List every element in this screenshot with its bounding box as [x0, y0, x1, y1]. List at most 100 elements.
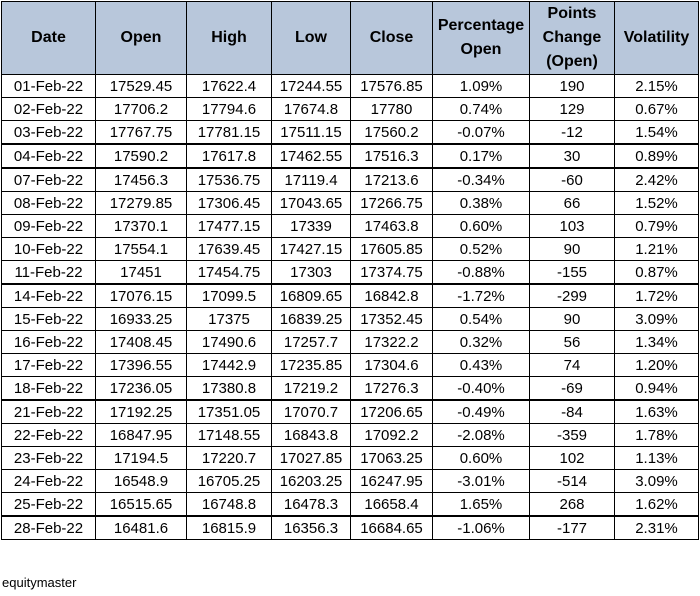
source-credit: equitymaster	[2, 575, 77, 590]
cell-close: 17266.75	[350, 191, 433, 215]
cell-date: 07-Feb-22	[1, 167, 96, 192]
cell-open: 16481.6	[95, 515, 187, 540]
table-row: 09-Feb-22 17370.1 17477.15 17339 17463.8 0.60…	[1, 214, 699, 238]
cell-points-change: -177	[529, 515, 615, 540]
cell-open: 17590.2	[95, 143, 187, 169]
cell-date: 16-Feb-22	[1, 330, 96, 354]
cell-points-change: -12	[529, 120, 615, 145]
cell-low: 17674.8	[271, 97, 351, 121]
cell-points-change: -514	[529, 469, 615, 493]
table-row: 28-Feb-22 16481.6 16815.9 16356.3 16684.65 -1…	[1, 515, 699, 540]
header-percentage-open: Percentage Open	[432, 1, 530, 75]
cell-high: 17477.15	[186, 214, 272, 238]
cell-high: 16705.25	[186, 469, 272, 493]
cell-points-change: 66	[529, 191, 615, 215]
header-date: Date	[1, 1, 96, 75]
table-row: 24-Feb-22 16548.9 16705.25 16203.25 16247.95…	[1, 469, 699, 493]
cell-high: 16748.8	[186, 492, 272, 517]
cell-high: 17639.45	[186, 237, 272, 261]
cell-close: 16247.95	[350, 469, 433, 493]
cell-volatility: 3.09%	[614, 307, 699, 331]
cell-date: 04-Feb-22	[1, 143, 96, 169]
header-low: Low	[271, 1, 351, 75]
cell-low: 17070.7	[271, 399, 351, 424]
cell-points-change: -69	[529, 376, 615, 401]
cell-points-change: 129	[529, 97, 615, 121]
cell-percentage-open: 0.60%	[432, 214, 530, 238]
table-row: 21-Feb-22 17192.25 17351.05 17070.7 17206.65…	[1, 399, 699, 424]
cell-date: 24-Feb-22	[1, 469, 96, 493]
cell-points-change: 56	[529, 330, 615, 354]
cell-open: 17194.5	[95, 446, 187, 470]
cell-points-change: 90	[529, 237, 615, 261]
cell-high: 17622.4	[186, 74, 272, 98]
cell-close: 17352.45	[350, 307, 433, 331]
header-volatility: Volatility	[614, 1, 699, 75]
table-row: 15-Feb-22 16933.25 17375 16839.25 17352.45 0.…	[1, 307, 699, 331]
header-high: High	[186, 1, 272, 75]
cell-close: 17213.6	[350, 167, 433, 192]
cell-open: 17236.05	[95, 376, 187, 401]
cell-date: 17-Feb-22	[1, 353, 96, 377]
cell-low: 17511.15	[271, 120, 351, 145]
cell-low: 16843.8	[271, 423, 351, 447]
cell-close: 17063.25	[350, 446, 433, 470]
cell-percentage-open: -0.88%	[432, 260, 530, 285]
cell-points-change: 190	[529, 74, 615, 98]
cell-low: 16839.25	[271, 307, 351, 331]
table-row: 04-Feb-22 17590.2 17617.8 17462.55 17516.3 0.…	[1, 143, 699, 169]
cell-open: 17767.75	[95, 120, 187, 145]
cell-high: 17306.45	[186, 191, 272, 215]
cell-open: 17554.1	[95, 237, 187, 261]
cell-low: 17462.55	[271, 143, 351, 169]
cell-points-change: -155	[529, 260, 615, 285]
cell-low: 17339	[271, 214, 351, 238]
cell-points-change: 103	[529, 214, 615, 238]
cell-volatility: 1.78%	[614, 423, 699, 447]
cell-percentage-open: -0.07%	[432, 120, 530, 145]
cell-close: 17374.75	[350, 260, 433, 285]
cell-close: 17560.2	[350, 120, 433, 145]
cell-volatility: 1.34%	[614, 330, 699, 354]
cell-points-change: 30	[529, 143, 615, 169]
cell-volatility: 1.20%	[614, 353, 699, 377]
cell-high: 17220.7	[186, 446, 272, 470]
header-close: Close	[350, 1, 433, 75]
cell-date: 18-Feb-22	[1, 376, 96, 401]
cell-open: 16933.25	[95, 307, 187, 331]
cell-high: 17454.75	[186, 260, 272, 285]
cell-percentage-open: 0.60%	[432, 446, 530, 470]
cell-date: 09-Feb-22	[1, 214, 96, 238]
table-header: Date Open High Low Close Percentage Open…	[1, 1, 699, 75]
cell-close: 17463.8	[350, 214, 433, 238]
table-row: 03-Feb-22 17767.75 17781.15 17511.15 17560.2…	[1, 120, 699, 145]
cell-date: 21-Feb-22	[1, 399, 96, 424]
cell-low: 16203.25	[271, 469, 351, 493]
cell-high: 17375	[186, 307, 272, 331]
cell-open: 16847.95	[95, 423, 187, 447]
cell-close: 16684.65	[350, 515, 433, 540]
cell-date: 03-Feb-22	[1, 120, 96, 145]
cell-close: 17516.3	[350, 143, 433, 169]
table-row: 08-Feb-22 17279.85 17306.45 17043.65 17266.7…	[1, 191, 699, 215]
cell-high: 17148.55	[186, 423, 272, 447]
cell-date: 14-Feb-22	[1, 283, 96, 308]
table-row: 18-Feb-22 17236.05 17380.8 17219.2 17276.3 -0…	[1, 376, 699, 401]
cell-date: 25-Feb-22	[1, 492, 96, 517]
table-row: 22-Feb-22 16847.95 17148.55 16843.8 17092.2-…	[1, 423, 699, 447]
cell-date: 10-Feb-22	[1, 237, 96, 261]
cell-low: 16809.65	[271, 283, 351, 308]
cell-date: 01-Feb-22	[1, 74, 96, 98]
cell-volatility: 0.89%	[614, 143, 699, 169]
cell-low: 16478.3	[271, 492, 351, 517]
cell-open: 17076.15	[95, 283, 187, 308]
cell-high: 17099.5	[186, 283, 272, 308]
cell-close: 16842.8	[350, 283, 433, 308]
cell-percentage-open: 1.65%	[432, 492, 530, 517]
cell-date: 11-Feb-22	[1, 260, 96, 285]
cell-close: 17092.2	[350, 423, 433, 447]
table-row: 23-Feb-22 17194.5 17220.7 17027.85 17063.25 0…	[1, 446, 699, 470]
cell-high: 17617.8	[186, 143, 272, 169]
cell-percentage-open: -0.40%	[432, 376, 530, 401]
cell-close: 16658.4	[350, 492, 433, 517]
